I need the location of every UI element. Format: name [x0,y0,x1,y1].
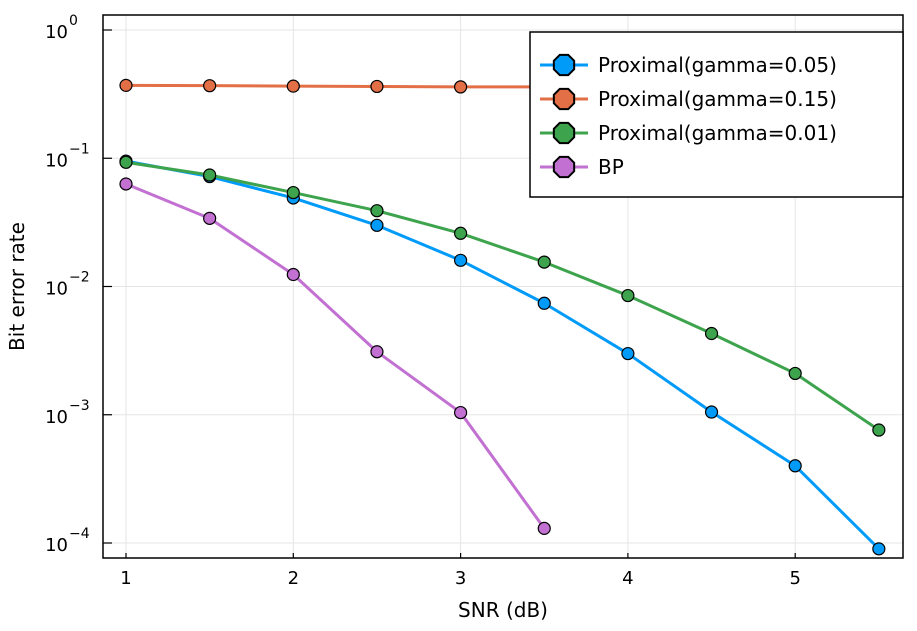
data-point [286,185,300,200]
data-point [454,405,468,420]
data-point [704,405,719,419]
data-point [537,255,551,269]
legend-marker [552,87,576,111]
data-point [454,80,468,94]
legend-label: Proximal(gamma=0.05) [598,53,837,77]
data-point [872,423,886,437]
y-tick-exponent: −1 [69,141,90,157]
y-tick-exponent: −3 [69,398,90,414]
y-tick-exponent: 0 [69,13,78,29]
data-point [454,226,468,240]
series-line [125,160,880,432]
series-3 [119,177,551,535]
x-tick-label: 5 [789,568,800,589]
legend-label: Proximal(gamma=0.15) [598,87,837,111]
series-layer [119,77,886,556]
legend: Proximal(gamma=0.05) Proximal(gamma=0.15)… [529,31,904,198]
data-point [286,267,300,282]
x-tick-label: 4 [622,568,633,589]
data-point [370,204,384,218]
data-point [370,218,384,232]
data-point [621,346,635,361]
data-point [286,79,300,93]
data-point [203,211,217,225]
legend-marker [552,121,576,145]
data-point [454,253,468,267]
y-tick-label: 10 [45,279,68,300]
legend-label: BP [598,155,624,179]
data-point [788,459,802,473]
y-tick-exponent: −4 [69,526,90,542]
y-tick-label: 10 [45,150,68,171]
data-point [370,79,384,94]
x-tick-label: 2 [288,568,299,589]
series-line [125,182,546,530]
data-point [119,78,133,92]
legend-box [529,31,904,198]
series-2 [119,155,886,437]
data-point [370,345,384,359]
series-line [125,159,880,550]
data-point [203,79,217,93]
x-tick-label: 1 [120,568,131,589]
data-point [872,542,886,556]
y-tick-label: 10 [45,407,68,428]
y-tick-exponent: −2 [69,270,90,286]
legend-label: Proximal(gamma=0.01) [598,121,837,145]
data-point [119,177,133,191]
data-point [537,296,551,310]
y-tick-label: 10 [45,535,68,556]
data-point [537,521,551,535]
data-point [704,326,719,341]
data-point [621,288,635,303]
y-axis-label: Bit error rate [5,222,29,351]
x-axis-label: SNR (dB) [458,598,548,622]
series-0 [119,154,886,556]
data-point [203,168,217,182]
data-point [788,366,802,381]
legend-marker [552,155,576,179]
x-tick-label: 3 [455,568,466,589]
y-tick-label: 10 [45,22,68,43]
data-point [119,155,133,169]
legend-marker [552,53,576,77]
